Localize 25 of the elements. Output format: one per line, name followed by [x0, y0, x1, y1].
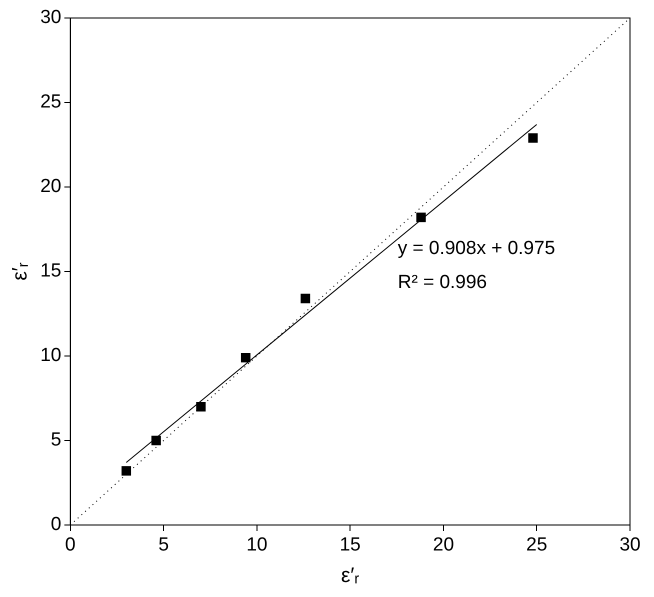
- x-axis-title: ε′ᵣ: [340, 564, 360, 588]
- y-tick-label: 25: [40, 92, 62, 113]
- x-tick-label: 20: [432, 534, 454, 556]
- y-tick-label: 30: [40, 7, 62, 28]
- x-tick-label: 15: [340, 534, 361, 556]
- y-tick-label: 5: [50, 430, 62, 451]
- point: [151, 436, 161, 446]
- point: [122, 466, 132, 476]
- y-tick-label: 0: [50, 514, 62, 536]
- x-tick-label: 10: [246, 534, 268, 556]
- point: [196, 402, 206, 412]
- x-tick-label: 30: [619, 534, 641, 556]
- x-tick-label: 25: [526, 534, 548, 556]
- point: [528, 133, 538, 143]
- y-tick-label: 20: [40, 176, 62, 198]
- point: [240, 352, 250, 362]
- annotation: R² = 0.996: [398, 272, 487, 293]
- y-tick-label: 15: [40, 260, 62, 282]
- point: [300, 294, 310, 304]
- point: [416, 212, 426, 222]
- y-axis-title: ε′ᵣ: [8, 262, 32, 281]
- annotation: y = 0.908x + 0.975: [398, 238, 556, 259]
- y-tick-label: 10: [40, 345, 62, 366]
- x-tick-label: 5: [158, 534, 169, 556]
- x-tick-label: 0: [65, 534, 76, 556]
